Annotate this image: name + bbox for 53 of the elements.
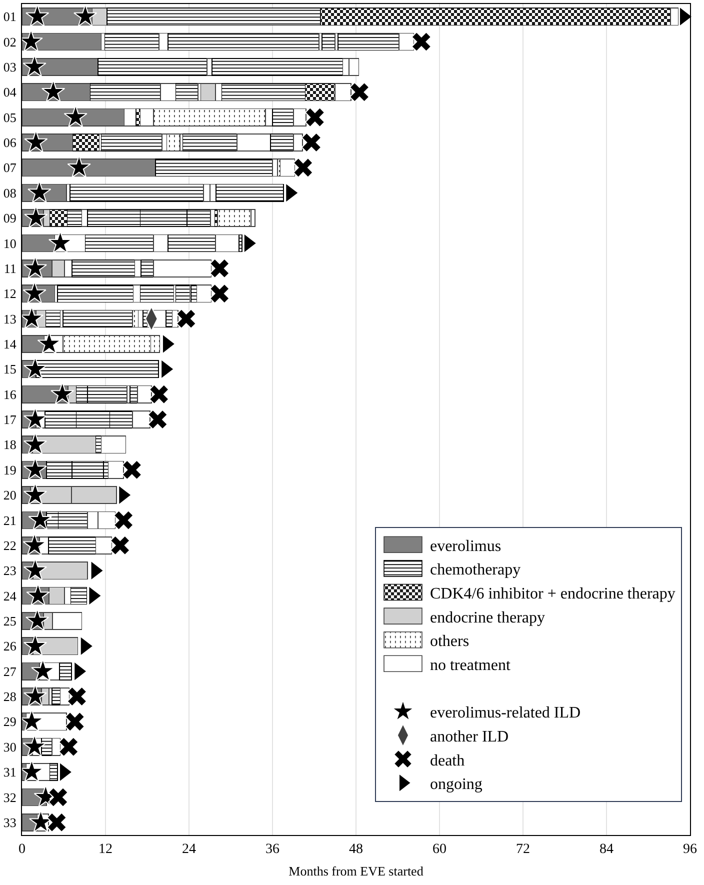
y-tick-label: 17 bbox=[3, 412, 17, 428]
legend-label: chemotherapy bbox=[430, 562, 521, 579]
y-tick-label: 11 bbox=[4, 260, 16, 276]
x-tick-label: 36 bbox=[266, 842, 280, 857]
y-tick-label: 10 bbox=[3, 236, 16, 251]
y-tick-label: 23 bbox=[3, 563, 16, 578]
y-tick-label: 07 bbox=[3, 160, 17, 176]
y-tick-label: 33 bbox=[3, 814, 16, 830]
y-tick-label: 32 bbox=[3, 790, 16, 805]
x-tick-label: 0 bbox=[18, 842, 26, 857]
legend-label: no treatment bbox=[430, 656, 511, 674]
x-axis-title: Months from EVE started bbox=[288, 863, 424, 878]
y-tick-label: 15 bbox=[3, 362, 16, 377]
y-tick-label: 13 bbox=[3, 311, 16, 326]
x-tick-label: 24 bbox=[182, 842, 196, 857]
y-tick-label: 02 bbox=[3, 34, 16, 50]
y-tick-label: 05 bbox=[3, 110, 16, 125]
y-tick-label: 22 bbox=[3, 538, 16, 553]
x-tick-label: 96 bbox=[683, 842, 697, 857]
x-tick-label: 84 bbox=[600, 842, 614, 857]
y-tick-label: 16 bbox=[3, 386, 17, 402]
y-tick-label: 01 bbox=[3, 9, 16, 24]
legend-label: everolimus-related ILD bbox=[430, 704, 581, 722]
y-tick-label: 25 bbox=[3, 614, 16, 628]
legend-label: ongoing bbox=[430, 776, 482, 794]
x-tick-label: 72 bbox=[516, 842, 530, 857]
y-tick-label: 12 bbox=[3, 286, 16, 302]
y-tick-label: 14 bbox=[3, 336, 17, 352]
y-tick-label: 18 bbox=[3, 437, 16, 452]
y-tick-label: 21 bbox=[3, 512, 16, 528]
y-tick-label: 29 bbox=[3, 714, 16, 730]
x-tick-label: 48 bbox=[349, 842, 363, 857]
y-tick-label: 20 bbox=[3, 488, 16, 503]
legend-label: others bbox=[430, 633, 470, 650]
y-tick-label: 09 bbox=[3, 210, 16, 226]
y-tick-label: 04 bbox=[3, 84, 17, 100]
x-tick-label: 12 bbox=[98, 842, 112, 857]
y-tick-label: 30 bbox=[3, 739, 16, 754]
y-tick-label: 19 bbox=[3, 462, 16, 478]
legend-label: CDK4/6 inhibitor + endocrine therapy bbox=[430, 586, 676, 602]
y-tick-label: 06 bbox=[3, 135, 17, 150]
y-tick-label: 27 bbox=[3, 664, 17, 679]
legend-label: another ILD bbox=[430, 728, 509, 746]
y-tick-label: 26 bbox=[3, 638, 17, 654]
legend-label: endocrine therapy bbox=[430, 609, 546, 626]
y-tick-label: 31 bbox=[3, 764, 16, 780]
y-tick-label: 08 bbox=[3, 185, 16, 200]
y-tick-label: 24 bbox=[3, 588, 17, 604]
y-tick-label: 28 bbox=[3, 689, 16, 704]
y-tick-label: 03 bbox=[3, 60, 16, 74]
legend-label: death bbox=[430, 752, 465, 770]
x-tick-label: 60 bbox=[432, 842, 446, 857]
legend-label: everolimus bbox=[430, 538, 502, 555]
